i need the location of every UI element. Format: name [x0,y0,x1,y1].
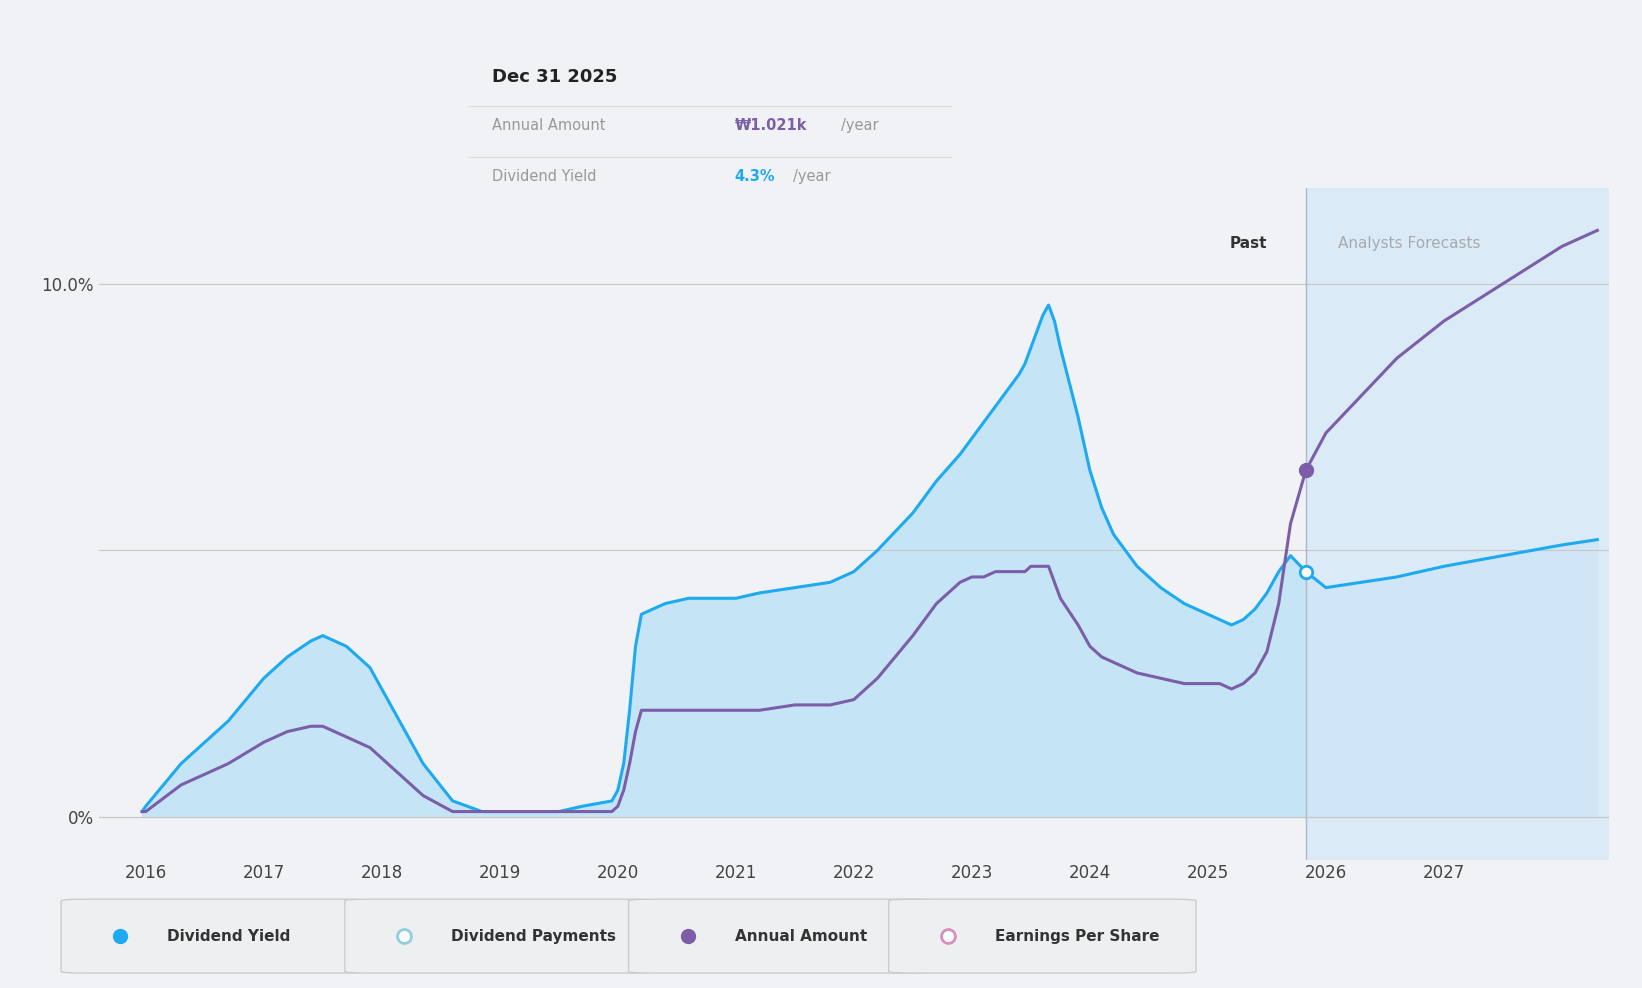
Text: Annual Amount: Annual Amount [493,119,606,133]
FancyBboxPatch shape [629,899,936,973]
Bar [1305,188,1609,860]
Text: Dividend Payments: Dividend Payments [452,929,616,944]
Text: 4.3%: 4.3% [734,169,775,184]
Text: ₩1.021k: ₩1.021k [734,119,806,133]
Text: Dividend Yield: Dividend Yield [493,169,596,184]
Text: Dividend Yield: Dividend Yield [167,929,291,944]
FancyBboxPatch shape [61,899,368,973]
FancyBboxPatch shape [345,899,652,973]
Text: /year: /year [841,119,878,133]
Text: Dec 31 2025: Dec 31 2025 [493,68,617,86]
Text: Past: Past [1230,236,1268,251]
Text: /year: /year [793,169,831,184]
Text: Analysts Forecasts: Analysts Forecasts [1338,236,1479,251]
FancyBboxPatch shape [888,899,1195,973]
Text: Earnings Per Share: Earnings Per Share [995,929,1159,944]
Text: Annual Amount: Annual Amount [736,929,867,944]
